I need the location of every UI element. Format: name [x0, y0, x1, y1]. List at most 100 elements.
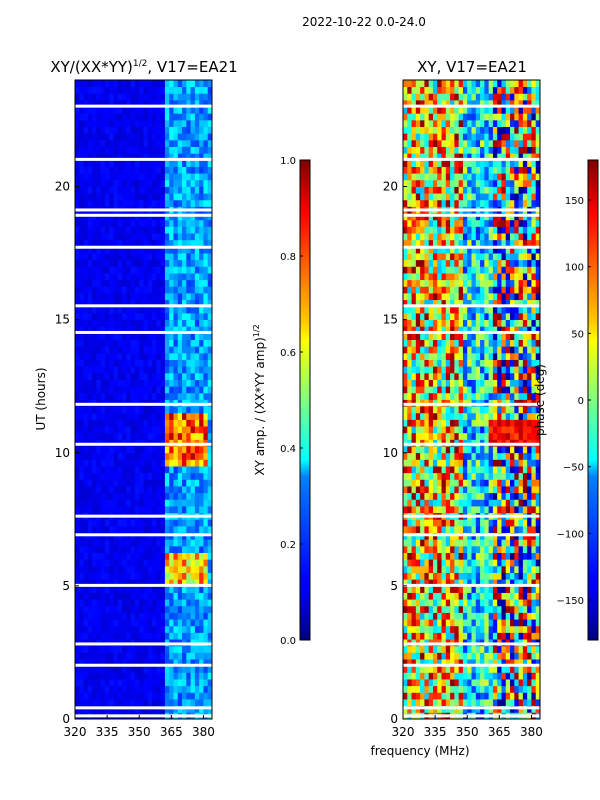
heatmap-cell — [104, 359, 110, 367]
heatmap-cell — [194, 279, 200, 287]
heatmap-cell — [160, 199, 166, 207]
left-colorbar-ticks: 0.00.20.40.60.81.0 — [280, 156, 303, 647]
heatmap-cell — [411, 459, 417, 467]
heatmap-cell — [109, 366, 114, 374]
heatmap-cell — [160, 193, 166, 201]
heatmap-cell — [190, 692, 196, 700]
heatmap-cell — [480, 552, 485, 560]
heatmap-cell — [497, 386, 502, 394]
heatmap-cell — [75, 685, 80, 693]
heatmap-cell — [454, 559, 460, 567]
heatmap-cell — [182, 459, 187, 467]
heatmap-cell — [100, 432, 106, 440]
heatmap-cell — [152, 273, 157, 281]
heatmap-cell — [441, 585, 447, 593]
heatmap-cell — [207, 253, 213, 261]
heatmap-cell — [510, 406, 515, 414]
heatmap-cell — [535, 645, 541, 653]
heatmap-cell — [122, 133, 127, 141]
heatmap-cell — [143, 579, 149, 587]
heatmap-cell — [403, 412, 408, 420]
heatmap-cell — [152, 239, 157, 247]
heatmap-cell — [182, 246, 187, 254]
heatmap-cell — [424, 579, 430, 587]
heatmap-cell — [75, 326, 80, 334]
heatmap-cell — [199, 519, 204, 527]
heatmap-cell — [484, 392, 490, 400]
heatmap-cell — [199, 412, 204, 420]
heatmap-cell — [122, 266, 127, 274]
heatmap-cell — [441, 525, 447, 534]
heatmap-cell — [497, 632, 502, 640]
heatmap-cell — [96, 699, 102, 707]
heatmap-cell — [177, 499, 183, 507]
heatmap-cell — [134, 625, 140, 633]
heatmap-cell — [190, 592, 196, 600]
heatmap-cell — [134, 179, 140, 187]
heatmap-cell — [130, 426, 136, 434]
heatmap-cell — [177, 93, 183, 101]
heatmap-cell — [147, 585, 153, 593]
heatmap-cell — [403, 585, 408, 593]
heatmap-cell — [96, 233, 102, 241]
heatmap-cell — [113, 133, 119, 141]
heatmap-cell — [420, 565, 425, 573]
heatmap-cell — [458, 592, 464, 600]
heatmap-cell — [467, 346, 472, 354]
heatmap-cell — [445, 366, 451, 374]
heatmap-cell — [100, 446, 106, 454]
heatmap-cell — [407, 632, 412, 640]
heatmap-cell — [100, 659, 106, 667]
heatmap-cell — [96, 659, 102, 667]
heatmap-cell — [147, 306, 153, 314]
heatmap-cell — [134, 446, 140, 454]
heatmap-cell — [527, 339, 532, 347]
heatmap-cell — [96, 193, 102, 201]
heatmap-cell — [415, 359, 421, 367]
heatmap-cell — [190, 406, 196, 414]
heatmap-cell — [445, 492, 451, 500]
heatmap-cell — [75, 126, 80, 134]
heatmap-cell — [505, 659, 511, 667]
heatmap-cell — [147, 139, 153, 147]
heatmap-cell — [143, 233, 149, 241]
heatmap-cell — [199, 133, 204, 141]
heatmap-cell — [139, 392, 144, 400]
heatmap-cell — [126, 605, 132, 613]
heatmap-cell — [186, 492, 191, 500]
heatmap-cell — [411, 585, 417, 593]
heatmap-cell — [117, 159, 123, 167]
heatmap-cell — [100, 179, 106, 187]
heatmap-cell — [139, 279, 144, 287]
heatmap-cell — [527, 572, 532, 580]
heatmap-cell — [109, 359, 114, 367]
heatmap-cell — [152, 106, 157, 114]
heatmap-cell — [411, 625, 417, 633]
heatmap-cell — [117, 266, 123, 274]
heatmap-cell — [462, 506, 468, 514]
heatmap-cell — [190, 93, 196, 101]
heatmap-cell — [83, 93, 89, 101]
heatmap-cell — [190, 293, 196, 301]
heatmap-cell — [437, 625, 442, 633]
heatmap-cell — [109, 80, 114, 88]
heatmap-cell — [152, 346, 157, 354]
heatmap-cell — [420, 612, 425, 620]
heatmap-cell — [92, 159, 97, 167]
heatmap-cell — [126, 559, 132, 567]
heatmap-cell — [207, 692, 213, 700]
heatmap-cell — [203, 146, 209, 154]
heatmap-cell — [87, 386, 93, 394]
heatmap-cell — [190, 253, 196, 261]
heatmap-cell — [437, 412, 442, 420]
heatmap-cell — [458, 539, 464, 547]
heatmap-cell — [437, 685, 442, 693]
heatmap-cell — [83, 233, 89, 241]
heatmap-cell — [207, 139, 213, 147]
heatmap-cell — [492, 346, 498, 354]
heatmap-cell — [134, 412, 140, 420]
heatmap-cell — [104, 605, 110, 613]
heatmap-cell — [113, 699, 119, 707]
heatmap-cell — [117, 86, 123, 94]
heatmap-cell — [134, 339, 140, 347]
